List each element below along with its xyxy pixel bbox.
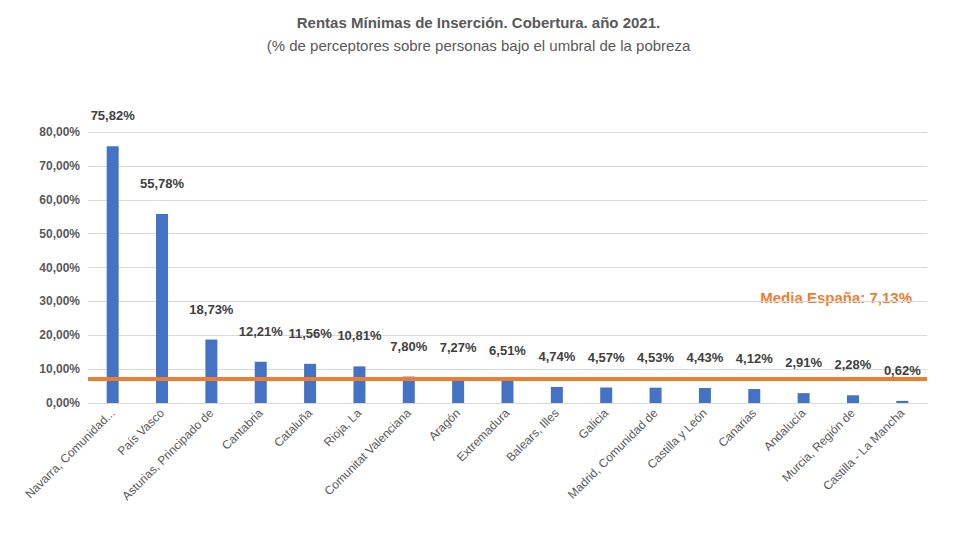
svg-text:Media España: 7,13%: Media España: 7,13%	[760, 289, 912, 306]
svg-text:Cantabria: Cantabria	[219, 406, 266, 453]
svg-text:4,12%: 4,12%	[736, 351, 773, 366]
svg-text:55,78%: 55,78%	[140, 176, 185, 191]
svg-text:Murcia, Región de: Murcia, Región de	[779, 406, 858, 485]
svg-text:Castilla y León: Castilla y León	[644, 406, 709, 471]
svg-text:Galicia: Galicia	[575, 406, 611, 442]
svg-text:0,00%: 0,00%	[46, 396, 80, 410]
svg-text:2,91%: 2,91%	[785, 355, 822, 370]
svg-text:Balears, Illes: Balears, Illes	[503, 406, 561, 464]
svg-text:Madrid, Comunidad de: Madrid, Comunidad de	[565, 406, 661, 502]
svg-text:20,00%: 20,00%	[39, 328, 80, 342]
svg-text:2,28%: 2,28%	[835, 357, 872, 372]
svg-text:4,53%: 4,53%	[637, 350, 674, 365]
svg-text:40,00%: 40,00%	[39, 261, 80, 275]
svg-text:Canarias: Canarias	[715, 406, 759, 450]
svg-text:80,00%: 80,00%	[39, 125, 80, 139]
svg-text:60,00%: 60,00%	[39, 193, 80, 207]
svg-text:12,21%: 12,21%	[239, 324, 284, 339]
svg-text:4,57%: 4,57%	[588, 350, 625, 365]
svg-text:Rioja, La: Rioja, La	[321, 406, 365, 450]
svg-text:(% de perceptores sobre person: (% de perceptores sobre personas bajo el…	[267, 37, 691, 54]
svg-text:Castilla - La Mancha: Castilla - La Mancha	[820, 406, 907, 493]
svg-text:50,00%: 50,00%	[39, 227, 80, 241]
svg-text:Extremadura: Extremadura	[454, 406, 513, 465]
svg-text:30,00%: 30,00%	[39, 294, 80, 308]
svg-text:Rentas Mínimas de Inserción. C: Rentas Mínimas de Inserción. Cobertura. …	[297, 14, 660, 31]
svg-text:18,73%: 18,73%	[189, 302, 234, 317]
svg-text:0,62%: 0,62%	[884, 363, 921, 378]
svg-text:11,56%: 11,56%	[288, 326, 332, 341]
svg-text:75,82%: 75,82%	[91, 108, 136, 123]
svg-text:4,43%: 4,43%	[686, 350, 723, 365]
svg-text:Aragón: Aragón	[426, 406, 463, 443]
svg-text:6,51%: 6,51%	[489, 343, 526, 358]
svg-text:Cataluña: Cataluña	[271, 406, 315, 450]
svg-text:70,00%: 70,00%	[39, 159, 80, 173]
svg-text:7,80%: 7,80%	[390, 339, 427, 354]
svg-text:10,81%: 10,81%	[337, 328, 382, 343]
svg-text:País Vasco: País Vasco	[115, 406, 167, 458]
svg-text:7,27%: 7,27%	[440, 340, 477, 355]
svg-text:Asturias, Principado de: Asturias, Principado de	[119, 406, 216, 503]
svg-text:Andalucía: Andalucía	[761, 406, 809, 454]
svg-text:10,00%: 10,00%	[39, 362, 80, 376]
svg-text:Navarra, Comunidad...: Navarra, Comunidad...	[22, 406, 117, 501]
svg-text:4,74%: 4,74%	[538, 349, 575, 364]
svg-text:Comunitat Valenciana: Comunitat Valenciana	[322, 406, 414, 498]
